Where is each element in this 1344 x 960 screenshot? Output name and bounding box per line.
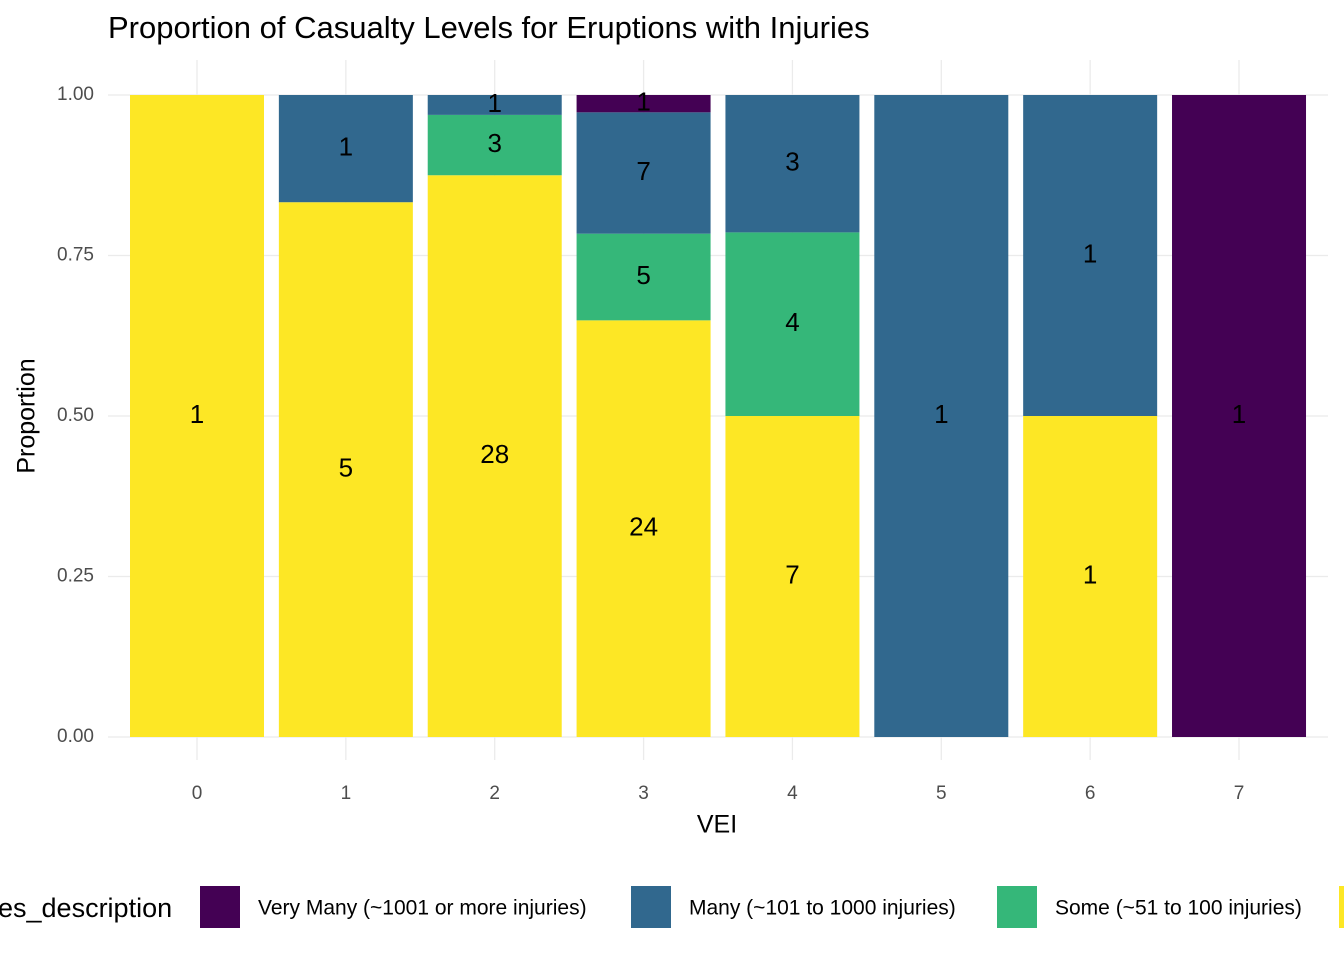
count-label: 7 [636, 156, 650, 186]
y-axis-label: Proportion [13, 358, 41, 473]
bar-segment [427, 95, 562, 115]
bar-segment [576, 320, 711, 737]
legend-label: Very Many (~1001 or more injuries) [258, 897, 587, 920]
bar-segment [278, 202, 413, 738]
bar-segment [725, 416, 860, 737]
count-label: 5 [636, 260, 650, 290]
x-tick-label: 0 [192, 783, 203, 804]
count-label: 28 [480, 439, 509, 469]
bar-segment [576, 233, 711, 321]
count-label: 1 [1232, 399, 1246, 429]
x-tick-label: 1 [341, 783, 352, 804]
y-tick-label: 1.00 [57, 84, 94, 105]
bar-segment [1023, 95, 1158, 416]
count-label: 1 [1083, 559, 1097, 589]
y-tick-label: 0.25 [57, 566, 94, 587]
count-label: 3 [785, 147, 799, 177]
bar-segment [427, 114, 562, 176]
bar-segment [725, 95, 860, 233]
legend-label: Some (~51 to 100 injuries) [1055, 897, 1302, 920]
bar-segment [874, 95, 1009, 737]
legend-swatch [631, 886, 671, 928]
legend-title: es_description [0, 893, 172, 923]
legend-swatch [200, 886, 240, 928]
count-label: 1 [339, 131, 353, 161]
y-tick-label: 0.00 [57, 726, 94, 747]
count-label: 3 [487, 128, 501, 158]
count-label: 5 [339, 452, 353, 482]
legend-label: Many (~101 to 1000 injuries) [689, 897, 956, 920]
count-label: 1 [190, 399, 204, 429]
count-label: 4 [785, 307, 799, 337]
y-tick-label: 0.75 [57, 245, 94, 266]
x-axis-label: VEI [697, 811, 737, 839]
bar-segment [427, 175, 562, 737]
bar-segment [1023, 416, 1158, 737]
bar-segment [1172, 95, 1307, 737]
legend-swatch [997, 886, 1037, 928]
x-tick-label: 7 [1234, 783, 1245, 804]
bar-segment [576, 112, 711, 234]
x-tick-label: 2 [489, 783, 500, 804]
bar-segment [278, 95, 413, 203]
count-label: 1 [1083, 238, 1097, 268]
x-tick-label: 3 [638, 783, 649, 804]
x-tick-label: 6 [1085, 783, 1096, 804]
chart-title: Proportion of Casualty Levels for Erupti… [108, 10, 870, 45]
legend-swatch [1339, 886, 1344, 928]
bar-segment [130, 95, 264, 737]
count-label: 1 [934, 399, 948, 429]
count-label: 24 [629, 512, 658, 542]
y-tick-label: 0.50 [57, 405, 94, 426]
count-label: 7 [785, 559, 799, 589]
count-label: 1 [487, 88, 501, 118]
x-tick-label: 5 [936, 783, 947, 804]
bar-segment [576, 95, 711, 113]
bar-segment [725, 232, 860, 416]
count-label: 1 [636, 87, 650, 117]
x-tick-label: 4 [787, 783, 798, 804]
